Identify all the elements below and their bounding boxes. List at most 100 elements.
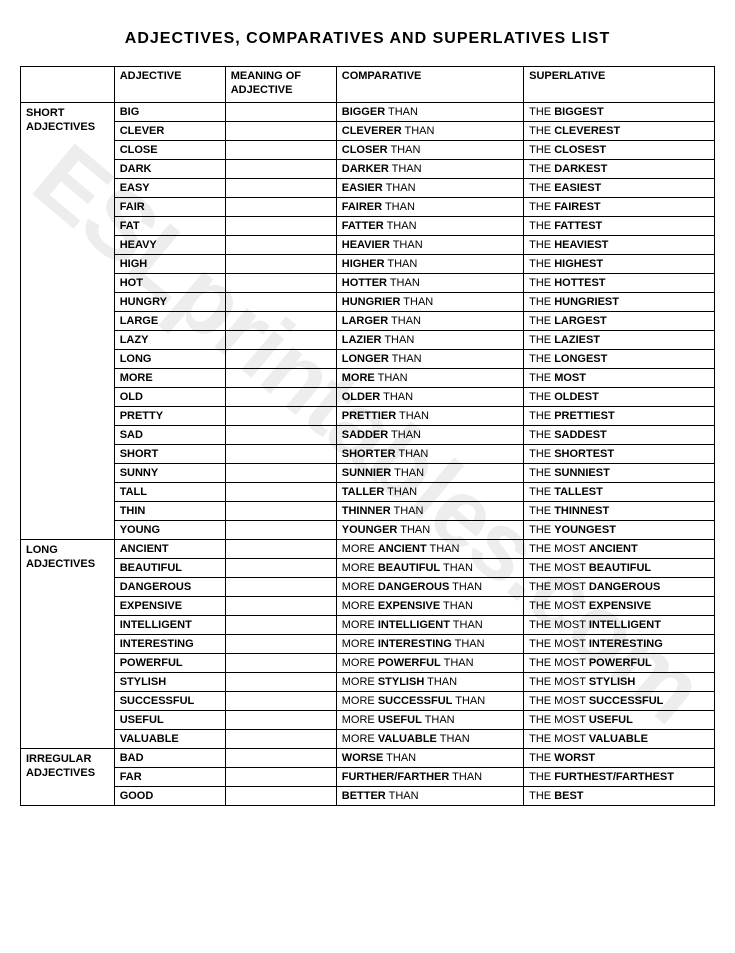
meaning-cell bbox=[225, 102, 336, 121]
superlative-cell: THE BEST bbox=[524, 786, 715, 805]
superlative-cell: THE MOST USEFUL bbox=[524, 710, 715, 729]
meaning-cell bbox=[225, 121, 336, 140]
superlative-cell: THE DARKEST bbox=[524, 159, 715, 178]
table-row: DARKDARKER THANTHE DARKEST bbox=[21, 159, 715, 178]
comparative-cell: MORE ANCIENT THAN bbox=[336, 539, 523, 558]
superlative-cell: THE CLOSEST bbox=[524, 140, 715, 159]
comparative-cell: YOUNGER THAN bbox=[336, 520, 523, 539]
adjective-cell: YOUNG bbox=[114, 520, 225, 539]
adjective-cell: HEAVY bbox=[114, 235, 225, 254]
adjective-cell: EASY bbox=[114, 178, 225, 197]
column-header-comparative: COMPARATIVE bbox=[336, 67, 523, 103]
superlative-cell: THE MOST INTERESTING bbox=[524, 634, 715, 653]
meaning-cell bbox=[225, 482, 336, 501]
adjective-cell: LAZY bbox=[114, 330, 225, 349]
table-row: SHORTSHORTER THANTHE SHORTEST bbox=[21, 444, 715, 463]
superlative-cell: THE HEAVIEST bbox=[524, 235, 715, 254]
comparative-cell: HOTTER THAN bbox=[336, 273, 523, 292]
adjective-cell: HUNGRY bbox=[114, 292, 225, 311]
comparative-cell: CLEVERER THAN bbox=[336, 121, 523, 140]
adjective-cell: POWERFUL bbox=[114, 653, 225, 672]
comparative-cell: OLDER THAN bbox=[336, 387, 523, 406]
superlative-cell: THE FAIREST bbox=[524, 197, 715, 216]
category-cell: SHORT ADJECTIVES bbox=[21, 102, 115, 539]
comparative-cell: PRETTIER THAN bbox=[336, 406, 523, 425]
meaning-cell bbox=[225, 178, 336, 197]
comparative-cell: SHORTER THAN bbox=[336, 444, 523, 463]
meaning-cell bbox=[225, 330, 336, 349]
comparative-cell: MORE POWERFUL THAN bbox=[336, 653, 523, 672]
comparative-cell: BETTER THAN bbox=[336, 786, 523, 805]
adjectives-table: ADJECTIVEMEANING OF ADJECTIVECOMPARATIVE… bbox=[20, 66, 715, 806]
adjective-cell: LARGE bbox=[114, 311, 225, 330]
column-header-meaning: MEANING OF ADJECTIVE bbox=[225, 67, 336, 103]
superlative-cell: THE MOST EXPENSIVE bbox=[524, 596, 715, 615]
superlative-cell: THE BIGGEST bbox=[524, 102, 715, 121]
adjective-cell: SUCCESSFUL bbox=[114, 691, 225, 710]
table-row: THINTHINNER THANTHE THINNEST bbox=[21, 501, 715, 520]
meaning-cell bbox=[225, 197, 336, 216]
adjective-cell: PRETTY bbox=[114, 406, 225, 425]
category-cell: LONG ADJECTIVES bbox=[21, 539, 115, 748]
table-row: FAIRFAIRER THANTHE FAIREST bbox=[21, 197, 715, 216]
meaning-cell bbox=[225, 501, 336, 520]
superlative-cell: THE HIGHEST bbox=[524, 254, 715, 273]
adjective-cell: CLOSE bbox=[114, 140, 225, 159]
comparative-cell: MORE INTELLIGENT THAN bbox=[336, 615, 523, 634]
superlative-cell: THE CLEVEREST bbox=[524, 121, 715, 140]
superlative-cell: THE EASIEST bbox=[524, 178, 715, 197]
table-row: CLOSE CLOSER THANTHE CLOSEST bbox=[21, 140, 715, 159]
adjective-cell: SUNNY bbox=[114, 463, 225, 482]
meaning-cell bbox=[225, 216, 336, 235]
superlative-cell: THE HOTTEST bbox=[524, 273, 715, 292]
comparative-cell: MORE BEAUTIFUL THAN bbox=[336, 558, 523, 577]
superlative-cell: THE MOST VALUABLE bbox=[524, 729, 715, 748]
superlative-cell: THE MOST SUCCESSFUL bbox=[524, 691, 715, 710]
table-row: INTELLIGENTMORE INTELLIGENT THANTHE MOST… bbox=[21, 615, 715, 634]
adjective-cell: MORE bbox=[114, 368, 225, 387]
adjective-cell: FAT bbox=[114, 216, 225, 235]
adjective-cell: LONG bbox=[114, 349, 225, 368]
comparative-cell: MORE DANGEROUS THAN bbox=[336, 577, 523, 596]
adjective-cell: FAIR bbox=[114, 197, 225, 216]
meaning-cell bbox=[225, 273, 336, 292]
table-row: EXPENSIVE MORE EXPENSIVE THANTHE MOST EXP… bbox=[21, 596, 715, 615]
superlative-cell: THE LONGEST bbox=[524, 349, 715, 368]
meaning-cell bbox=[225, 406, 336, 425]
page-title: ADJECTIVES, COMPARATIVES AND SUPERLATIVE… bbox=[20, 30, 715, 48]
category-cell: IRREGULAR ADJECTIVES bbox=[21, 748, 115, 805]
comparative-cell: CLOSER THAN bbox=[336, 140, 523, 159]
table-row: EASY EASIER THANTHE EASIEST bbox=[21, 178, 715, 197]
table-row: LONGLONGER THANTHE LONGEST bbox=[21, 349, 715, 368]
adjective-cell: EXPENSIVE bbox=[114, 596, 225, 615]
adjective-cell: BAD bbox=[114, 748, 225, 767]
superlative-cell: THE MOST bbox=[524, 368, 715, 387]
table-row: STYLISHMORE STYLISH THANTHE MOST STYLISH bbox=[21, 672, 715, 691]
superlative-cell: THE SUNNIEST bbox=[524, 463, 715, 482]
table-row: DANGEROUSMORE DANGEROUS THANTHE MOST DAN… bbox=[21, 577, 715, 596]
meaning-cell bbox=[225, 368, 336, 387]
comparative-cell: EASIER THAN bbox=[336, 178, 523, 197]
adjective-cell: FAR bbox=[114, 767, 225, 786]
table-row: INTERESTINGMORE INTERESTING THANTHE MOST… bbox=[21, 634, 715, 653]
meaning-cell bbox=[225, 254, 336, 273]
adjective-cell: SHORT bbox=[114, 444, 225, 463]
superlative-cell: THE MOST INTELLIGENT bbox=[524, 615, 715, 634]
meaning-cell bbox=[225, 653, 336, 672]
comparative-cell: MORE VALUABLE THAN bbox=[336, 729, 523, 748]
comparative-cell: MORE USEFUL THAN bbox=[336, 710, 523, 729]
comparative-cell: DARKER THAN bbox=[336, 159, 523, 178]
meaning-cell bbox=[225, 786, 336, 805]
comparative-cell: LAZIER THAN bbox=[336, 330, 523, 349]
table-row: FARFURTHER/FARTHER THANTHE FURTHEST/FART… bbox=[21, 767, 715, 786]
table-row: USEFUL MORE USEFUL THANTHE MOST USEFUL bbox=[21, 710, 715, 729]
meaning-cell bbox=[225, 691, 336, 710]
adjective-cell: GOOD bbox=[114, 786, 225, 805]
comparative-cell: WORSE THAN bbox=[336, 748, 523, 767]
comparative-cell: MORE EXPENSIVE THAN bbox=[336, 596, 523, 615]
superlative-cell: THE LAZIEST bbox=[524, 330, 715, 349]
superlative-cell: THE THINNEST bbox=[524, 501, 715, 520]
adjective-cell: USEFUL bbox=[114, 710, 225, 729]
superlative-cell: THE MOST POWERFUL bbox=[524, 653, 715, 672]
table-row: SUNNYSUNNIER THANTHE SUNNIEST bbox=[21, 463, 715, 482]
